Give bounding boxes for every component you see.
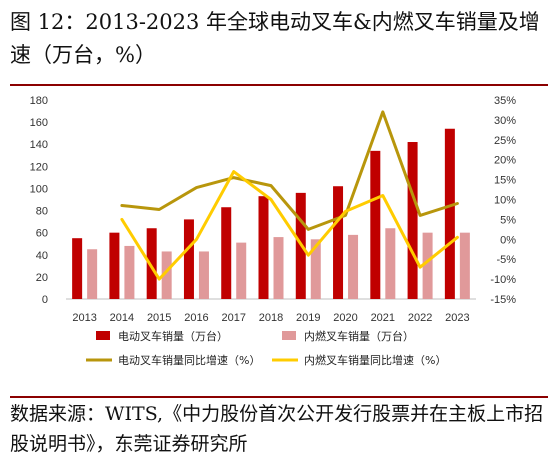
chart-legend: 电动叉车销量（万台） 内燃叉车销量（万台） 电动叉车销量同比增速（%） 内燃叉车销量同… — [86, 329, 446, 367]
source-note: 数据来源：WITS,《中力股份首次公开发行股票并在主板上市招股说明书》，东莞证券… — [10, 403, 544, 455]
y-axis-right: -15% -10% -5% 0% 5% 10% 15% 20% 25% 30% 35% — [490, 95, 516, 306]
y-right-tick-label: -5% — [496, 254, 516, 266]
y-right-tick-label: 5% — [500, 214, 516, 226]
x-tick-label: 2016 — [184, 312, 208, 324]
ice-sales-bar — [385, 228, 396, 299]
x-tick-label: 2013 — [72, 312, 96, 324]
ev-sales-bar — [258, 196, 269, 299]
legend-ev-growth-label: 电动叉车销量同比增速（%） — [118, 353, 260, 367]
y-left-tick-label: 80 — [36, 206, 48, 218]
ev-growth-line — [120, 110, 459, 231]
y-right-tick-label: 10% — [494, 195, 516, 207]
legend-ev-sales-swatch — [96, 331, 110, 340]
y-right-tick-label: 25% — [494, 135, 516, 147]
x-tick-label: 2022 — [408, 312, 432, 324]
legend-ice-sales-label: 内燃叉车销量（万台） — [304, 329, 414, 343]
y-left-tick-label: 100 — [30, 183, 48, 195]
ev-sales-bar — [72, 238, 83, 299]
title-divider — [10, 84, 548, 86]
y-right-tick-label: 15% — [494, 175, 516, 187]
x-tick-label: 2020 — [333, 312, 357, 324]
ice-sales-bar — [310, 239, 321, 299]
x-tick-label: 2023 — [445, 312, 469, 324]
x-tick-label: 2014 — [110, 312, 134, 324]
chart-title: 图 12：2013-2023 年全球电动叉车&内燃叉车销量及增速（万台，%） — [10, 10, 540, 67]
x-tick-label: 2018 — [259, 312, 283, 324]
y-right-tick-label: 30% — [494, 115, 516, 127]
x-axis: 2013 2014 2015 2016 2017 2018 2019 2020 2021 2022… — [66, 298, 476, 324]
y-right-tick-label: -15% — [490, 294, 516, 306]
ev-sales-bar — [407, 142, 418, 299]
y-left-tick-label: 20 — [36, 272, 48, 284]
ev-sales-bar — [444, 128, 455, 299]
y-right-tick-label: 20% — [494, 155, 516, 167]
line-series — [120, 110, 459, 281]
legend-ice-growth-label: 内燃叉车销量同比增速（%） — [304, 353, 446, 367]
ice-sales-bar — [161, 251, 172, 299]
y-left-tick-label: 60 — [36, 228, 48, 240]
x-tick-label: 2015 — [147, 312, 171, 324]
ice-sales-bar — [422, 232, 433, 299]
ice-sales-bar — [273, 237, 284, 299]
y-right-tick-label: 35% — [494, 95, 516, 107]
y-axis-left: 0 20 40 60 80 100 120 140 160 180 — [30, 95, 48, 306]
y-right-tick-label: -10% — [490, 274, 516, 286]
x-tick-label: 2021 — [371, 312, 395, 324]
ev-sales-bar — [333, 186, 344, 299]
bar-series — [72, 128, 470, 299]
ice-growth-line — [120, 170, 459, 281]
ice-sales-bar — [459, 232, 470, 299]
ice-sales-bar — [87, 249, 98, 299]
y-left-tick-label: 120 — [30, 161, 48, 173]
y-left-tick-label: 140 — [30, 139, 48, 151]
legend-ev-sales-label: 电动叉车销量（万台） — [118, 329, 228, 343]
x-tick-label: 2017 — [221, 312, 245, 324]
combo-chart: 0 20 40 60 80 100 120 140 160 180 -15% -10% -5% 0% 5%… — [30, 95, 517, 367]
y-left-tick-label: 0 — [42, 294, 48, 306]
legend-ice-sales-swatch — [282, 331, 296, 340]
ice-sales-bar — [236, 242, 247, 299]
ice-sales-bar — [198, 251, 209, 299]
ice-sales-bar — [124, 245, 135, 299]
x-tick-label: 2019 — [296, 312, 320, 324]
y-right-tick-label: 0% — [500, 234, 516, 246]
y-left-tick-label: 180 — [30, 95, 48, 107]
ev-sales-bar — [221, 207, 232, 299]
ice-sales-bar — [348, 234, 359, 299]
ev-sales-bar — [109, 232, 120, 299]
y-left-tick-label: 160 — [30, 117, 48, 129]
source-divider — [10, 396, 548, 398]
ev-sales-bar — [146, 228, 157, 299]
ev-sales-bar — [183, 219, 194, 299]
y-left-tick-label: 40 — [36, 250, 48, 262]
ev-sales-bar — [370, 150, 381, 299]
